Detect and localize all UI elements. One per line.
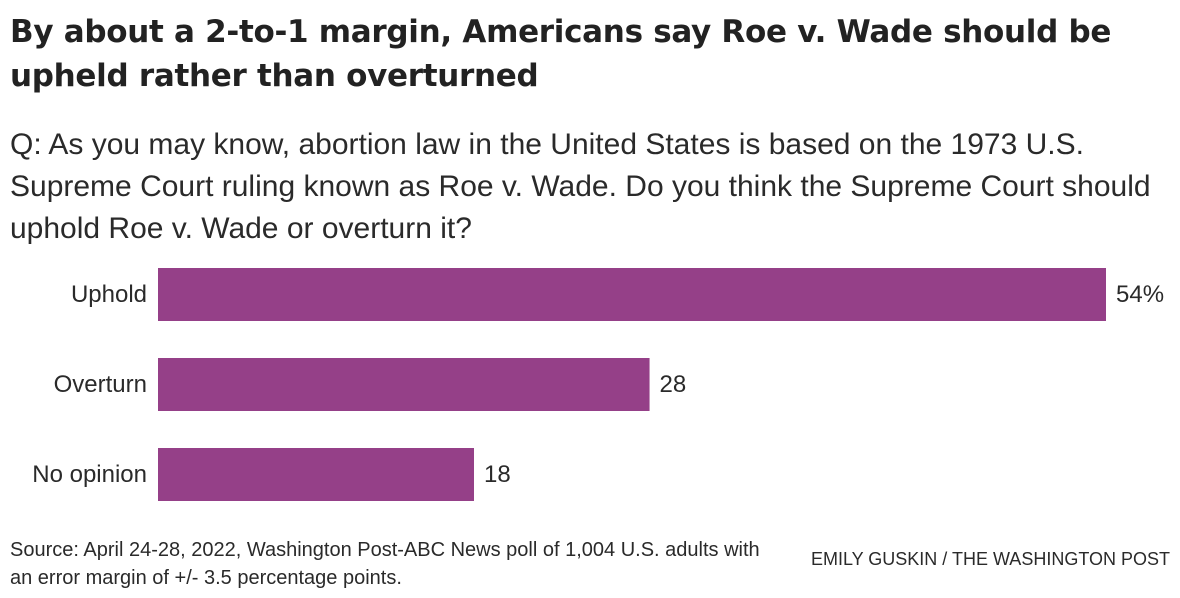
credit-line: EMILY GUSKIN / THE WASHINGTON POST [810,549,1170,569]
value-label: 54% [1116,281,1164,308]
bar [158,268,1106,321]
category-label: Overturn [54,371,147,398]
value-label: 18 [484,461,511,488]
category-label: No opinion [32,461,147,488]
bar-chart: Uphold 54% Overturn 28 No opinion 18 [32,268,1164,501]
bar [158,448,474,501]
chart-title: By about a 2-to-1 margin, Americans say … [10,14,1112,94]
source-note: Source: April 24-28, 2022, Washington Po… [10,539,760,589]
chart-question: Q: As you may know, abortion law in the … [10,128,1151,245]
bar [158,358,650,411]
value-label: 28 [660,371,687,398]
category-label: Uphold [71,281,147,308]
